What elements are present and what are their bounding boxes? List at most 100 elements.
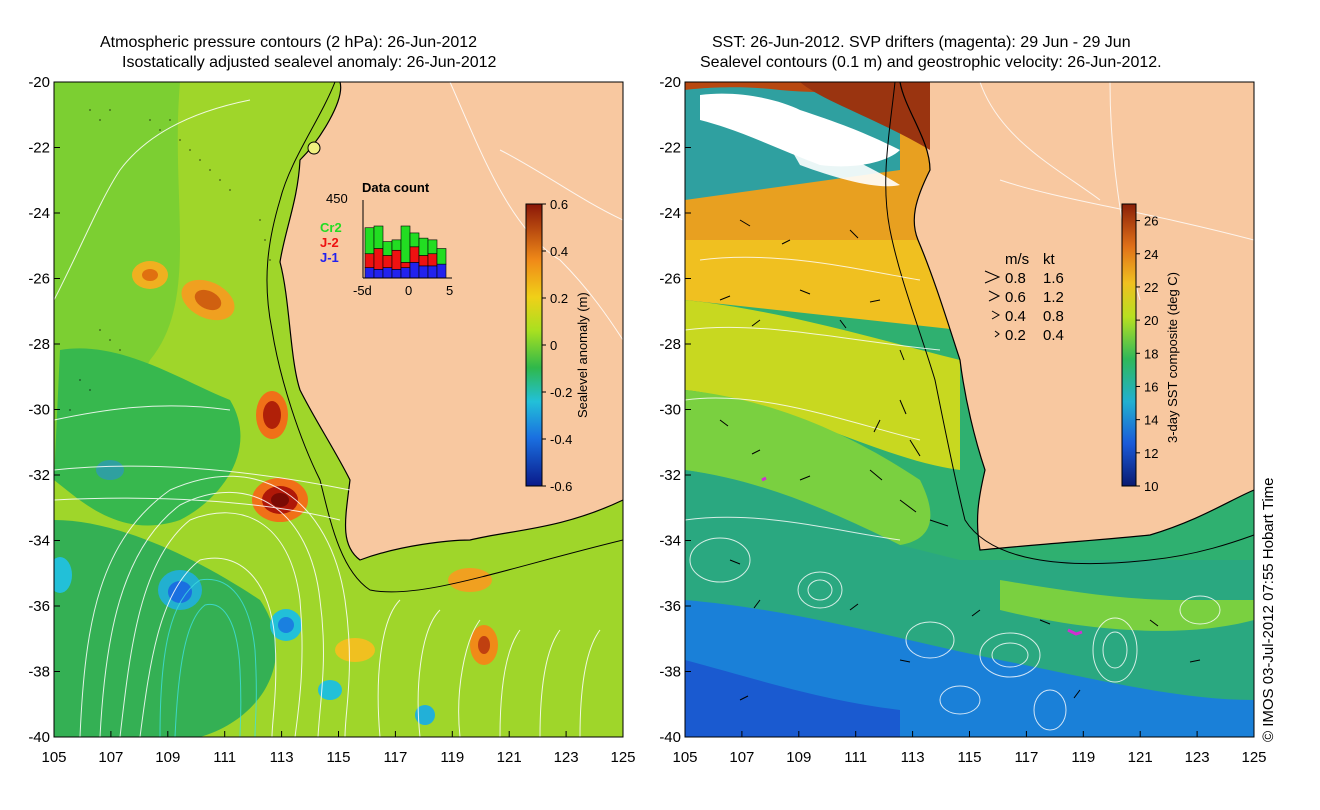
right-ytick-label: -24	[659, 205, 681, 222]
left-ytick-label: -20	[28, 74, 50, 91]
left-title-line2: Isostatically adjusted sealevel anomaly:…	[122, 54, 497, 71]
bar-Cr2-1	[418, 237, 429, 256]
bar-Cr2-3	[436, 248, 447, 265]
right-ytick-label: -30	[659, 402, 681, 419]
velocity-key-row1-kt: 1.2	[1043, 289, 1064, 306]
left-xtick-label: 113	[270, 749, 294, 766]
bar-Cr2--1	[400, 225, 411, 263]
bar-J-1--2	[391, 269, 402, 279]
right-xtick-label: 109	[786, 749, 811, 766]
left-ytick-label: -22	[28, 140, 50, 157]
left-xtick-label: 115	[327, 749, 351, 766]
left-colorbar-tick-label: 0.6	[550, 197, 568, 212]
bar-J-2--3	[382, 255, 393, 268]
left-ytick-label: -40	[28, 729, 50, 746]
left-colorbar-tick-label: -0.4	[550, 432, 572, 447]
right-xtick-label: 119	[1071, 749, 1095, 766]
right-colorbar-tick-label: 14	[1144, 413, 1158, 428]
bar-J-1--3	[382, 267, 393, 279]
right-colorbar	[1121, 203, 1137, 487]
bar-J-2--1	[400, 262, 411, 268]
left-colorbar-tick-label: -0.6	[550, 479, 572, 494]
data-count-ymax: 450	[326, 191, 348, 206]
velocity-key: m/s kt 0.8 1.6 0.6 1.2 0.4 0.8 0.2 0.4	[984, 251, 1064, 344]
right-xtick-label: 117	[1014, 749, 1038, 766]
bar-J-1-2	[427, 265, 438, 279]
left-title-line1: Atmospheric pressure contours (2 hPa): 2…	[100, 34, 478, 51]
left-xtick-label: 111	[213, 749, 236, 766]
velocity-key-row0-kt: 1.6	[1043, 270, 1064, 287]
bar-Cr2-2	[427, 239, 438, 255]
bar-J-1-3	[436, 263, 447, 279]
left-xtick-label: 105	[41, 749, 66, 766]
left-xtick-label: 107	[98, 749, 123, 766]
left-colorbar-tick-label: 0.2	[550, 291, 568, 306]
left-xtick-label: 121	[497, 749, 522, 766]
data-count-title: Data count	[362, 180, 430, 195]
data-count-xtick-1: 0	[405, 283, 412, 298]
right-title-line1: SST: 26-Jun-2012. SVP drifters (magenta)…	[712, 34, 1131, 51]
velocity-key-row1-ms: 0.6	[1005, 289, 1026, 306]
right-colorbar-tick-label: 24	[1144, 247, 1158, 262]
velocity-key-row0-ms: 0.8	[1005, 270, 1026, 287]
right-xtick-label: 121	[1128, 749, 1153, 766]
left-xtick-label: 125	[610, 749, 635, 766]
velocity-key-ms-header: m/s	[1005, 251, 1029, 268]
right-ytick-label: -26	[659, 271, 681, 288]
bar-J-1--5	[364, 267, 375, 279]
data-count-xtick-0: -5d	[353, 283, 372, 298]
right-colorbar-tick-label: 10	[1144, 479, 1158, 494]
right-ytick-label: -22	[659, 140, 681, 157]
left-ytick-label: -34	[28, 533, 50, 550]
left-xtick-label: 109	[155, 749, 180, 766]
bar-J-1-1	[418, 265, 429, 279]
left-colorbar-tick-label: 0.4	[550, 244, 568, 259]
right-map	[685, 82, 1254, 737]
bar-Cr2--4	[373, 225, 384, 249]
legend-cr2: Cr2	[320, 220, 342, 235]
right-ytick-label: -36	[659, 598, 681, 615]
right-colorbar-tick-label: 26	[1144, 214, 1158, 229]
bar-Cr2-0	[409, 232, 420, 248]
data-count-xtick-2: 5	[446, 283, 453, 298]
bar-J-1--1	[400, 267, 411, 279]
left-colorbar-tick-label: -0.2	[550, 385, 572, 400]
right-ytick-label: -32	[659, 467, 681, 484]
right-title-line2: Sealevel contours (0.1 m) and geostrophi…	[700, 54, 1162, 71]
left-colorbar-label: Sealevel anomaly (m)	[575, 292, 590, 418]
velocity-key-row3-ms: 0.2	[1005, 327, 1026, 344]
left-xtick-label: 117	[383, 749, 407, 766]
right-xtick-label: 107	[729, 749, 754, 766]
right-ytick-label: -20	[659, 74, 681, 91]
data-count-inset: Data count 450 -5d 0 5 Cr2 J-2 J-1	[320, 180, 453, 298]
data-count-bars	[364, 225, 447, 279]
right-colorbar-tick-label: 16	[1144, 379, 1158, 394]
bar-J-2-1	[418, 255, 429, 267]
right-ytick-label: -38	[659, 664, 681, 681]
bar-J-2--4	[373, 248, 384, 270]
right-ytick-label: -34	[659, 533, 681, 550]
legend-j2: J-2	[320, 235, 339, 250]
colorbar-ticks: 0.6 0.4 0.2 0 -0.2 -0.4 -0.6 26 24 22 20 18 16 14 12 10	[542, 197, 1158, 494]
velocity-key-row3-kt: 0.4	[1043, 327, 1064, 344]
left-xtick-label: 123	[554, 749, 579, 766]
axis-ticks: 105 107 109 111 113 115 117 119 121 123 125-20-22-…	[28, 74, 1266, 766]
right-colorbar-tick-label: 22	[1144, 280, 1158, 295]
bar-Cr2--5	[364, 227, 375, 255]
bar-J-2-0	[409, 246, 420, 263]
left-ytick-label: -24	[28, 205, 50, 222]
right-xtick-label: 105	[672, 749, 697, 766]
bar-J-1-0	[409, 262, 420, 279]
right-ytick-label: -28	[659, 336, 681, 353]
left-ytick-label: -32	[28, 467, 50, 484]
bar-J-1--4	[373, 269, 384, 279]
bar-Cr2--2	[391, 239, 402, 251]
credit-text: © IMOS 03-Jul-2012 07:55 Hobart Time	[1260, 477, 1277, 742]
left-xtick-label: 119	[440, 749, 464, 766]
right-xtick-label: 111	[844, 749, 867, 766]
left-colorbar-tick-label: 0	[550, 338, 557, 353]
velocity-key-row2-ms: 0.4	[1005, 308, 1026, 325]
bar-J-2--5	[364, 253, 375, 268]
right-xtick-label: 115	[958, 749, 982, 766]
